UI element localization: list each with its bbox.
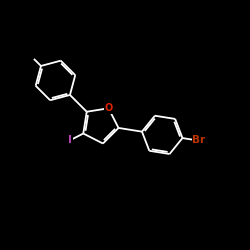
Text: I: I xyxy=(68,135,72,145)
Text: Br: Br xyxy=(192,135,205,145)
Text: O: O xyxy=(104,103,113,113)
